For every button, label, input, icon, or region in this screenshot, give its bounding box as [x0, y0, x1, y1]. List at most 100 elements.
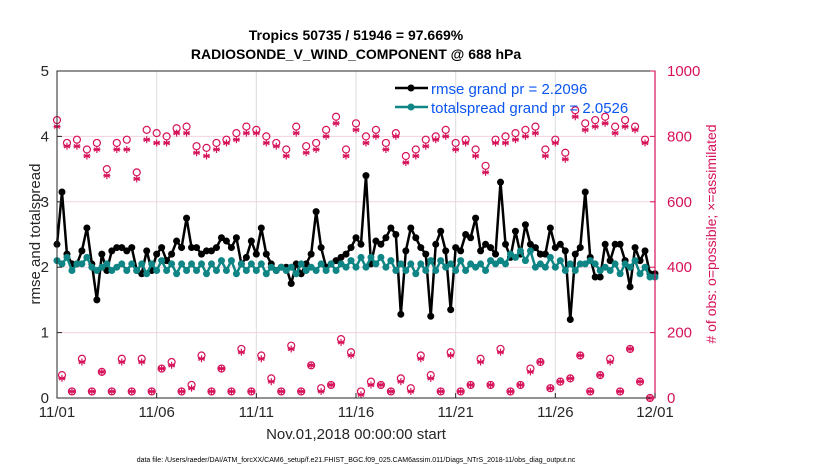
rmse-point	[447, 306, 455, 314]
rmse-point	[397, 310, 405, 318]
totalspread-point	[591, 260, 599, 268]
totalspread-point	[227, 257, 235, 265]
obs-assimilated-marker	[217, 365, 225, 373]
obs-assimilated-marker	[227, 387, 235, 395]
rmse-point	[531, 244, 539, 252]
rmse-point	[561, 247, 569, 255]
obs-assimilated-marker	[452, 145, 460, 153]
totalspread-point	[198, 260, 206, 268]
totalspread-point	[118, 260, 126, 268]
obs-assimilated-marker	[412, 152, 420, 160]
totalspread-point	[541, 263, 549, 271]
totalspread-point	[437, 257, 445, 265]
totalspread-point	[521, 257, 529, 265]
y-tick-label: 0	[41, 390, 49, 407]
obs-assimilated-marker	[262, 139, 270, 147]
totalspread-point	[203, 270, 210, 278]
rmse-point	[103, 266, 111, 274]
series-lines	[53, 172, 659, 324]
obs-assimilated-marker	[472, 152, 480, 160]
rmse-point	[422, 250, 430, 258]
obs-possible-marker	[511, 129, 520, 138]
rmse-point	[541, 250, 549, 258]
y-axis-right-ticks: 0 200 400 600 800 1000	[650, 63, 700, 407]
obs-assimilated-marker	[487, 381, 495, 389]
totalspread-point	[222, 266, 230, 274]
data-file-footnote: data file: /Users/raeder/DAI/ATM_forcXX/…	[137, 457, 576, 464]
obs-possible-marker	[381, 138, 390, 148]
totalspread-point	[442, 263, 450, 271]
rmse-point	[566, 316, 574, 324]
rmse-point	[596, 273, 604, 281]
totalspread-point	[317, 260, 325, 268]
obs-possible-marker	[561, 148, 570, 157]
obs-assimilated-marker	[357, 391, 365, 399]
rmse-point	[372, 237, 380, 245]
totalspread-point	[412, 270, 420, 278]
totalspread-point	[113, 263, 121, 271]
obs-assimilated-marker	[272, 142, 280, 150]
obs-possible-marker	[471, 145, 480, 154]
rmse-point	[432, 240, 440, 248]
totalspread-point	[511, 253, 519, 261]
rmse-point	[168, 250, 176, 258]
totalspread-point	[556, 257, 564, 265]
obs-assimilated-marker	[571, 113, 579, 121]
obs-assimilated-marker	[516, 381, 524, 389]
obs-possible-marker	[192, 142, 201, 151]
obs-assimilated-marker	[636, 378, 644, 386]
totalspread-point	[631, 257, 639, 265]
obs-assimilated-marker	[98, 368, 106, 376]
obs-possible-marker	[591, 115, 600, 125]
totalspread-point	[586, 257, 594, 265]
obs-assimilated-marker	[387, 387, 395, 395]
rmse-point	[312, 208, 320, 216]
obs-assimilated-marker	[292, 129, 300, 137]
obs-assimilated-marker	[521, 132, 529, 140]
totalspread-point	[68, 266, 76, 274]
totalspread-point	[506, 250, 514, 258]
obs-possible-marker	[521, 125, 530, 134]
obs-possible-marker	[152, 129, 161, 138]
obs-possible-marker	[292, 122, 301, 131]
obs-assimilated-marker	[153, 139, 161, 147]
x-axis-ticks: 11/01 11/06 11/11 11/16 11/21 11/26 12/01	[39, 393, 674, 421]
obs-assimilated-marker	[103, 172, 111, 180]
obs-assimilated-marker	[58, 374, 66, 382]
obs-assimilated-marker	[222, 139, 230, 147]
legend-totalspread-marker	[407, 103, 415, 111]
rmse-point	[551, 244, 559, 252]
rmse-point	[128, 244, 136, 252]
rmse-point	[502, 240, 509, 248]
x-tick-label: 11/21	[437, 404, 473, 421]
y-axis-left-ticks: 0 1 2 3 4 5	[41, 63, 62, 407]
obs-assimilated-marker	[297, 387, 305, 395]
totalspread-point	[422, 266, 430, 274]
rmse-point	[546, 224, 554, 232]
obs-assimilated-marker	[242, 129, 250, 137]
obs-assimilated-marker	[332, 119, 340, 127]
rmse-point	[626, 283, 634, 291]
obs-possible-marker	[102, 165, 111, 174]
rmse-point	[108, 247, 116, 255]
y-tick-label: 5	[41, 63, 49, 80]
obs-possible-marker	[232, 129, 241, 138]
rmse-point	[616, 240, 624, 248]
legend-rmse-label: rmse grand pr = 2.2096	[431, 81, 587, 98]
rmse-point	[641, 247, 649, 255]
obs-possible-marker	[411, 145, 420, 154]
rmse-point	[382, 234, 390, 242]
totalspread-point	[148, 260, 156, 268]
rmse-point	[472, 214, 480, 222]
totalspread-point	[267, 263, 275, 271]
obs-assimilated-marker	[462, 139, 470, 147]
rmse-point	[247, 237, 255, 245]
obs-possible-marker	[202, 143, 211, 152]
obs-possible-marker	[212, 138, 221, 148]
x-tick-label: 11/26	[537, 404, 573, 421]
obs-assimilated-marker	[342, 152, 350, 160]
obs-assimilated-marker	[442, 132, 450, 140]
totalspread-point	[526, 247, 534, 255]
obs-possible-marker	[481, 161, 490, 170]
rmse-point	[611, 240, 619, 248]
